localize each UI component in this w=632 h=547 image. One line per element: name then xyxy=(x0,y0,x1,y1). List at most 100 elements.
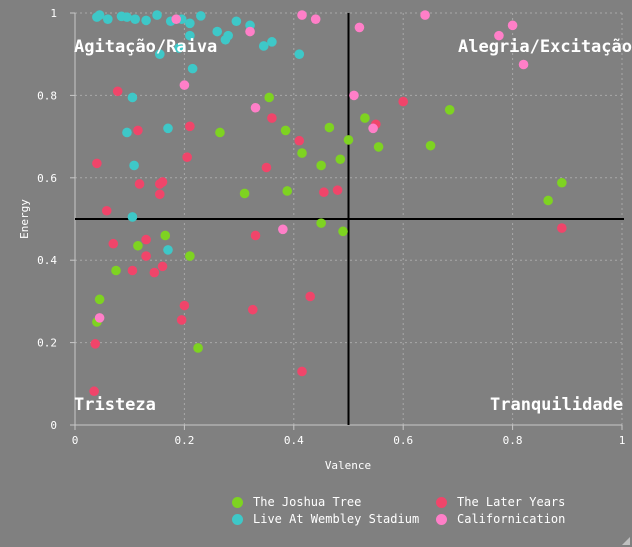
data-point xyxy=(141,15,151,26)
data-point xyxy=(92,158,102,169)
y-tick-label: 0.6 xyxy=(37,172,57,185)
data-point xyxy=(154,189,165,200)
legend-label: The Joshua Tree xyxy=(253,495,362,509)
data-point xyxy=(89,386,99,397)
data-point xyxy=(185,18,195,29)
data-point xyxy=(176,315,187,325)
data-point xyxy=(507,20,518,31)
data-point xyxy=(373,142,384,152)
legend-item-live-at-wembley-stadium: Live At Wembley Stadium xyxy=(232,511,436,527)
y-tick-label: 0.8 xyxy=(37,89,57,102)
data-point xyxy=(335,154,346,165)
data-point xyxy=(133,125,143,136)
data-point xyxy=(310,14,321,24)
series-live-at-wembley-stadium xyxy=(92,10,305,255)
data-point xyxy=(261,162,272,173)
data-point xyxy=(163,245,173,255)
x-tick-label: 1 xyxy=(619,434,626,447)
data-point xyxy=(305,291,316,302)
data-point xyxy=(444,105,455,115)
data-point xyxy=(231,16,242,27)
data-point xyxy=(247,304,258,315)
data-point xyxy=(193,343,203,353)
series-californication xyxy=(94,10,529,323)
x-tick-label: 0.6 xyxy=(393,434,413,447)
data-point xyxy=(215,127,225,138)
data-point xyxy=(239,188,250,199)
data-point xyxy=(94,294,105,305)
data-point xyxy=(112,86,123,97)
data-point xyxy=(349,90,359,101)
data-point xyxy=(160,230,171,241)
data-point xyxy=(354,22,365,33)
data-point xyxy=(179,300,190,311)
legend-item-the-joshua-tree: The Joshua Tree xyxy=(232,494,436,510)
data-point xyxy=(360,113,370,123)
x-tick-label: 0.2 xyxy=(174,434,194,447)
data-point xyxy=(557,223,567,233)
data-point xyxy=(94,10,105,20)
legend-swatch xyxy=(232,496,243,508)
chart-legend: The Joshua Tree The Later Years Live At … xyxy=(232,494,632,527)
data-point xyxy=(130,14,140,24)
data-point xyxy=(338,226,348,237)
data-point xyxy=(90,339,101,349)
data-point xyxy=(103,14,113,24)
data-points xyxy=(89,10,567,397)
data-point xyxy=(122,127,132,138)
data-point xyxy=(185,251,195,261)
data-point xyxy=(267,37,277,47)
data-point xyxy=(133,240,143,251)
quadrant-labels: Agitação/Raiva Alegria/Excitação Tristez… xyxy=(74,37,632,415)
data-point xyxy=(185,121,195,132)
data-point xyxy=(185,30,195,41)
data-point xyxy=(518,59,529,70)
legend-label: The Later Years xyxy=(457,495,566,509)
legend-swatch xyxy=(232,513,243,525)
data-point xyxy=(171,14,181,24)
data-point xyxy=(557,177,567,188)
data-point xyxy=(111,265,121,276)
data-point xyxy=(398,96,409,107)
data-point xyxy=(264,92,274,103)
data-point xyxy=(108,238,119,249)
data-point xyxy=(258,41,269,51)
data-point xyxy=(332,185,343,195)
data-point xyxy=(420,10,430,20)
data-point xyxy=(297,366,307,377)
quadrant-label-bottom-left: Tristeza xyxy=(74,395,156,415)
data-point xyxy=(154,49,165,59)
quadrant-label-top-right: Alegria/Excitação xyxy=(458,37,632,57)
data-point xyxy=(368,123,378,134)
data-point xyxy=(250,102,261,113)
y-tick-label: 0.2 xyxy=(37,337,57,350)
data-point xyxy=(187,63,198,74)
data-point xyxy=(267,113,277,123)
x-tick-label: 0.8 xyxy=(503,434,523,447)
y-tick-label: 1 xyxy=(50,7,57,20)
data-point xyxy=(149,267,160,278)
x-tick-label: 0 xyxy=(72,434,79,447)
data-point xyxy=(129,160,139,171)
legend-swatch xyxy=(436,513,447,525)
data-point xyxy=(316,218,326,228)
x-axis-title: Valence xyxy=(325,459,371,472)
quadrant-label-top-left: Agitação/Raiva xyxy=(74,37,217,57)
data-point xyxy=(543,195,553,206)
data-point xyxy=(294,135,305,146)
legend-item-the-later-years: The Later Years xyxy=(436,494,632,510)
data-point xyxy=(223,30,233,41)
data-point xyxy=(152,10,162,20)
data-point xyxy=(179,80,190,90)
data-point xyxy=(297,148,307,158)
series-the-later-years xyxy=(89,86,567,397)
y-axis-title: Energy xyxy=(18,199,31,239)
data-point xyxy=(212,26,223,37)
data-point xyxy=(343,135,354,145)
legend-swatch xyxy=(436,496,447,508)
data-point xyxy=(494,30,504,41)
data-point xyxy=(122,12,132,22)
resize-grip-icon[interactable] xyxy=(622,537,630,545)
data-point xyxy=(297,10,307,20)
legend-item-californication: Californication xyxy=(436,511,632,527)
